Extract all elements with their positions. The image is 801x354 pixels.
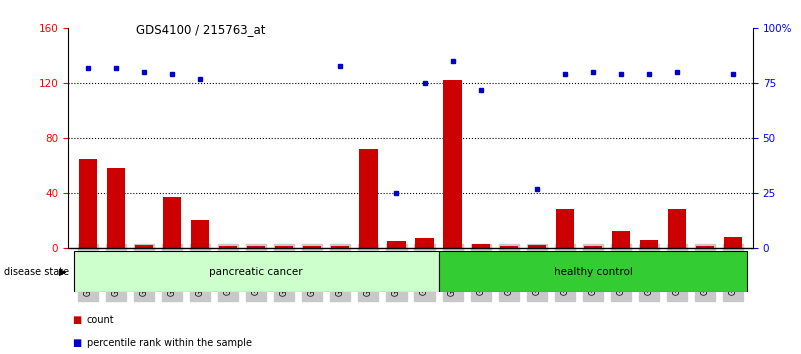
Text: percentile rank within the sample: percentile rank within the sample [87,338,252,348]
Bar [696,246,714,248]
Bar [612,232,630,248]
Bar [528,245,546,248]
Bar [74,251,439,292]
Bar [78,159,97,248]
Bar [556,210,574,248]
Bar [416,238,433,248]
Text: count: count [87,315,114,325]
Bar [668,210,686,248]
Text: disease state: disease state [4,267,69,277]
Text: GDS4100 / 215763_at: GDS4100 / 215763_at [136,23,266,36]
Bar [439,251,747,292]
Bar [303,246,321,248]
Bar [107,168,125,248]
Bar [472,244,489,248]
Bar [444,80,461,248]
Bar [332,246,349,248]
Text: ▶: ▶ [59,267,66,277]
Bar [640,240,658,248]
Bar [247,246,265,248]
Bar [388,241,405,248]
Bar [163,197,181,248]
Bar [135,245,153,248]
Bar [219,246,237,248]
Text: healthy control: healthy control [553,267,633,277]
Bar [360,149,377,248]
Bar [500,246,518,248]
Text: ■: ■ [72,315,82,325]
Bar [191,220,209,248]
Bar [275,246,293,248]
Text: ■: ■ [72,338,82,348]
Bar [724,237,743,248]
Bar [584,246,602,248]
Text: pancreatic cancer: pancreatic cancer [209,267,303,277]
